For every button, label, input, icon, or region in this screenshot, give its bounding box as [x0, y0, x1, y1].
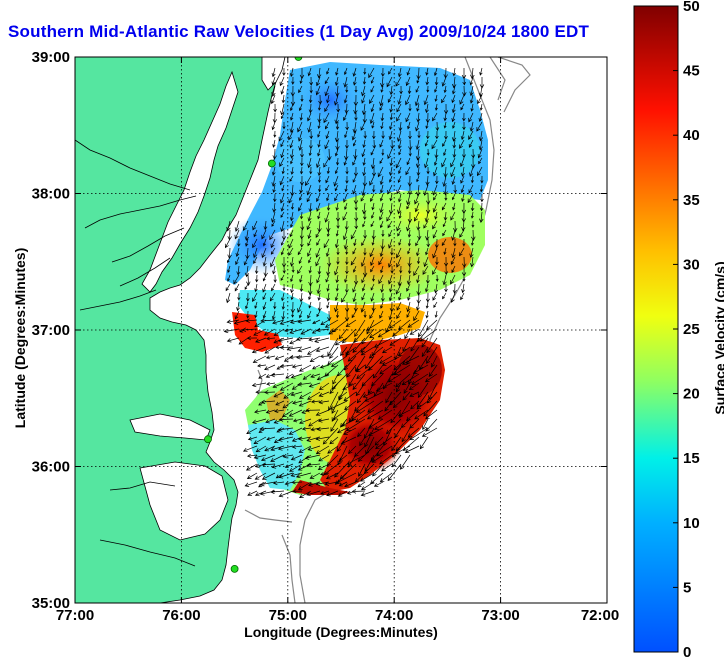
- colorbar-tick-label: 40: [683, 127, 700, 144]
- colorbar-tick-label: 30: [683, 256, 700, 273]
- velocity-arrows: [223, 67, 485, 498]
- x-axis-label: Longitude (Degrees:Minutes): [244, 624, 438, 640]
- y-tick-label: 35:00: [32, 595, 70, 612]
- station-marker: [294, 57, 303, 61]
- arrow-set: [223, 67, 485, 498]
- x-tick-label: 75:00: [269, 607, 307, 624]
- x-tick-label: 77:00: [56, 607, 94, 624]
- colorbar-tick-label: 45: [683, 63, 700, 80]
- hf-radar-stations: [204, 57, 303, 573]
- x-tick-label: 72:00: [581, 607, 619, 624]
- land-mass: [75, 57, 281, 603]
- colorbar: [633, 5, 679, 653]
- x-tick-label: 74:00: [375, 607, 413, 624]
- colorbar-tick-label: 5: [683, 579, 691, 596]
- upper-bay-river: [75, 139, 191, 191]
- chart-title: Southern Mid-Atlantic Raw Velocities (1 …: [8, 22, 590, 41]
- station-marker: [230, 564, 239, 573]
- station-marker: [204, 435, 212, 444]
- york-river: [119, 257, 171, 287]
- y-tick-label: 39:00: [32, 49, 70, 66]
- station-marker: [267, 159, 276, 168]
- pamlico-inlet: [109, 481, 176, 491]
- y-tick-label: 36:00: [32, 459, 70, 476]
- potomac-river: [84, 195, 197, 229]
- x-tick-label: 73:00: [481, 607, 519, 624]
- grid-lines: [75, 57, 607, 603]
- pamlico-sound: [139, 461, 229, 541]
- james-river: [79, 289, 157, 311]
- colorbar-ticks: [673, 5, 678, 588]
- colorbar-tick-label: 20: [683, 386, 700, 403]
- colorbar-tick-label: 25: [683, 321, 700, 338]
- x-tick-label: 76:00: [162, 607, 200, 624]
- colorbar-tick-label: 50: [683, 0, 700, 15]
- colorbar-tick-label: 15: [683, 450, 700, 467]
- y-tick-label: 37:00: [32, 322, 70, 339]
- rappahannock-river: [111, 227, 185, 263]
- colorbar-tick-label: 0: [683, 644, 691, 659]
- y-tick-label: 38:00: [32, 186, 70, 203]
- colorbar-tick-label: 10: [683, 515, 700, 532]
- colorbar-tick-label: 35: [683, 192, 700, 209]
- tick-marks: [75, 57, 607, 603]
- neuse-river: [99, 539, 196, 567]
